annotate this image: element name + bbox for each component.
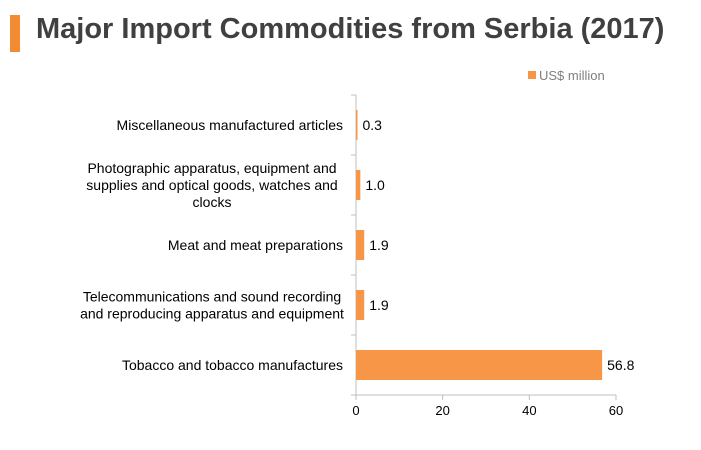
category-label-line: Tobacco and tobacco manufactures — [122, 357, 343, 373]
bar — [356, 350, 603, 380]
data-label: 1.9 — [369, 297, 389, 313]
bar — [356, 230, 365, 260]
chart-title: Major Import Commodities from Serbia (20… — [36, 13, 665, 45]
category-label: Tobacco and tobacco manufactures — [122, 357, 343, 373]
category-label-line: clocks — [193, 194, 232, 210]
legend-label: US$ million — [539, 68, 605, 83]
x-tick-label: 0 — [352, 403, 359, 418]
data-label: 0.3 — [363, 117, 383, 133]
category-label-line: supplies and optical goods, watches and — [86, 177, 337, 193]
category-label: Meat and meat preparations — [168, 237, 343, 253]
bar — [356, 170, 361, 200]
category-label: Photographic apparatus, equipment and sup… — [86, 160, 337, 210]
bar — [356, 110, 358, 140]
category-label-line: Photographic apparatus, equipment and — [87, 160, 336, 176]
data-label: 1.0 — [365, 177, 385, 193]
category-label-line: Telecommunications and sound recording — [83, 289, 341, 305]
x-tick-label: 60 — [609, 403, 623, 418]
legend-swatch — [528, 71, 536, 79]
x-tick-label: 20 — [435, 403, 449, 418]
category-label-line: Meat and meat preparations — [168, 237, 343, 253]
category-label-line: Miscellaneous manufactured articles — [117, 117, 343, 133]
x-tick-label: 40 — [522, 403, 536, 418]
category-label-line: and reproducing apparatus and equipment — [80, 306, 344, 322]
bar — [356, 290, 365, 320]
data-label: 1.9 — [369, 237, 389, 253]
data-label: 56.8 — [607, 357, 634, 373]
category-label: Telecommunications and sound recording an… — [80, 289, 344, 322]
title-accent-bar — [10, 15, 20, 52]
category-label: Miscellaneous manufactured articles — [117, 117, 343, 133]
